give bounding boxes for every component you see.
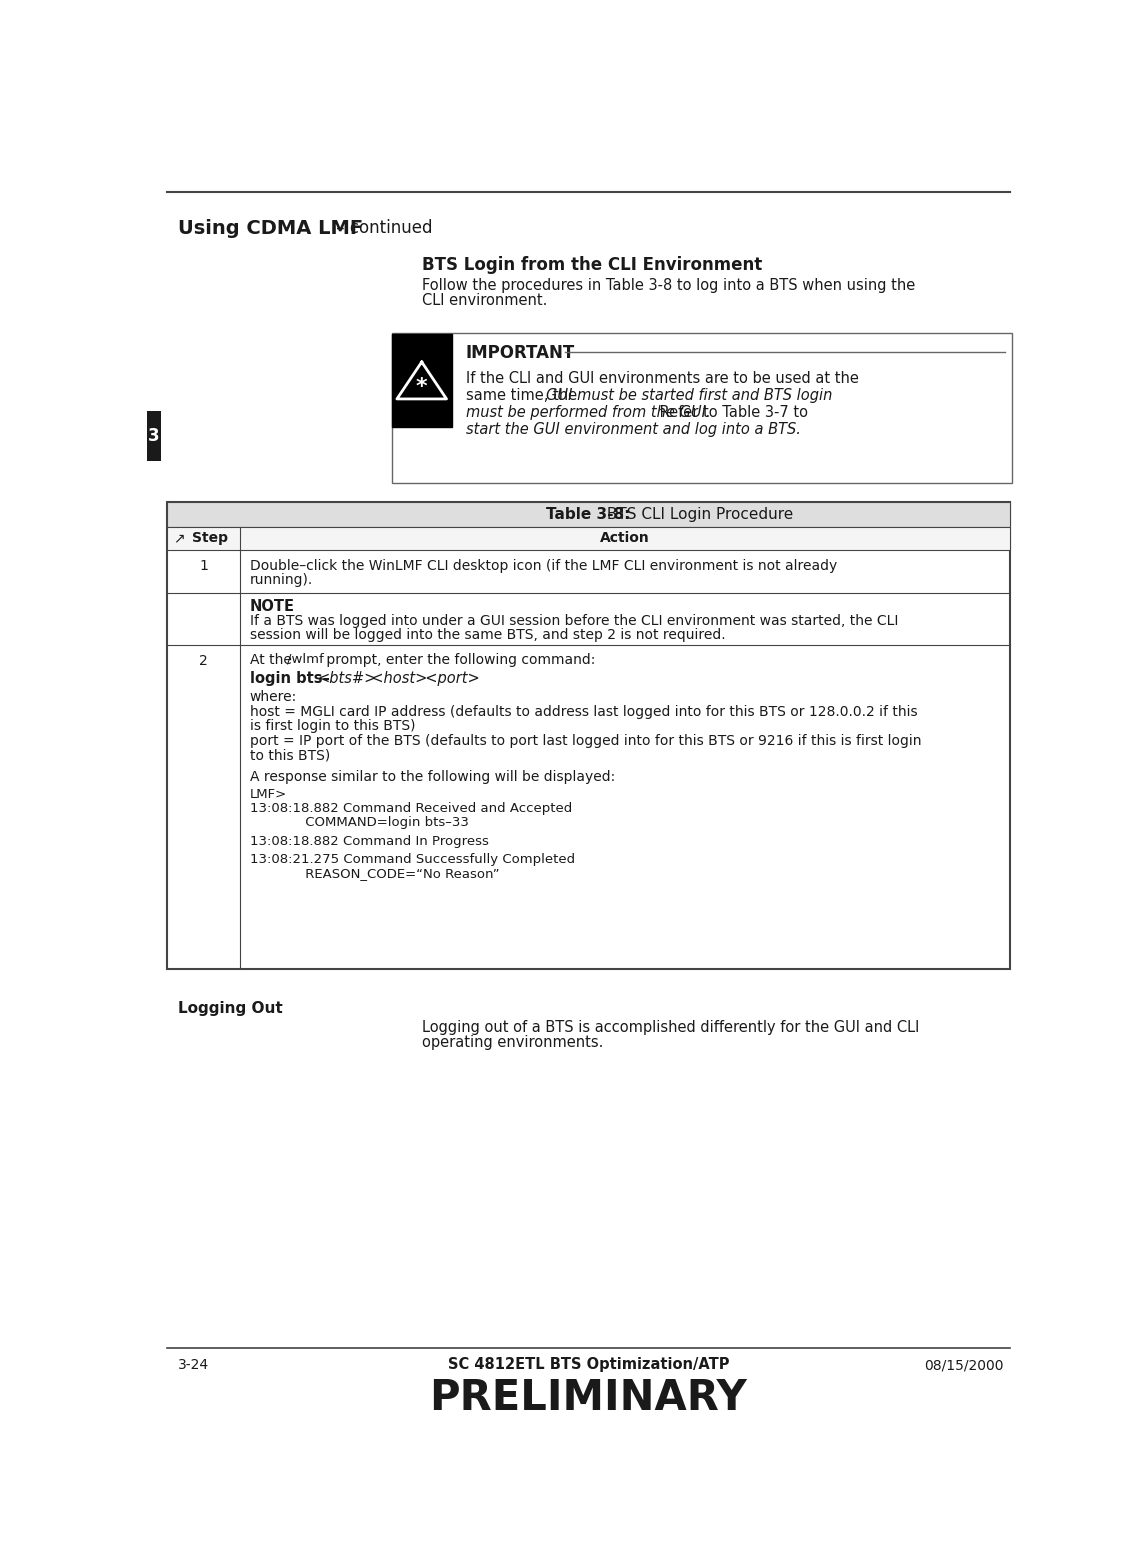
Text: If the CLI and GUI environments are to be used at the: If the CLI and GUI environments are to b… (466, 371, 859, 387)
Text: is first login to this BTS): is first login to this BTS) (249, 718, 416, 732)
Text: Using CDMA LMF: Using CDMA LMF (178, 219, 363, 238)
Bar (166, 502, 1010, 969)
Text: NOTE: NOTE (249, 599, 295, 613)
Text: SC 4812ETL BTS Optimization/ATP: SC 4812ETL BTS Optimization/ATP (448, 1357, 729, 1371)
Text: prompt, enter the following command:: prompt, enter the following command: (321, 653, 595, 667)
Text: Follow the procedures in Table 3-8 to log into a BTS when using the: Follow the procedures in Table 3-8 to lo… (422, 279, 916, 293)
Bar (147, 412, 161, 462)
Text: ↗: ↗ (173, 531, 185, 545)
Text: <bts#>: <bts#> (317, 671, 377, 687)
Text: If a BTS was logged into under a GUI session before the CLI environment was star: If a BTS was logged into under a GUI ses… (249, 615, 898, 629)
Text: session will be logged into the same BTS, and step 2 is not required.: session will be logged into the same BTS… (249, 628, 726, 642)
Text: <port>: <port> (417, 671, 480, 687)
Text: 1: 1 (199, 559, 208, 573)
Text: start the GUI environment and log into a BTS.: start the GUI environment and log into a… (466, 423, 801, 437)
Text: PRELIMINARY: PRELIMINARY (429, 1377, 747, 1419)
Text: LMF>: LMF> (249, 789, 287, 801)
Text: where:: where: (249, 690, 297, 704)
Text: 3: 3 (148, 427, 160, 444)
Text: CLI environment.: CLI environment. (422, 293, 548, 307)
Text: host = MGLI card IP address (defaults to address last logged into for this BTS o: host = MGLI card IP address (defaults to… (249, 706, 917, 720)
Text: Double–click the WinLMF CLI desktop icon (if the LMF CLI environment is not alre: Double–click the WinLMF CLI desktop icon… (249, 559, 837, 573)
Text: same time, the: same time, the (466, 388, 582, 404)
Text: Logging out of a BTS is accomplished differently for the GUI and CLI: Logging out of a BTS is accomplished dif… (422, 1020, 920, 1034)
Text: <host>: <host> (362, 671, 427, 687)
Text: 2: 2 (200, 654, 208, 668)
Text: /wlmf: /wlmf (287, 653, 324, 665)
Text: Action: Action (600, 531, 650, 545)
Bar (391, 332, 1011, 482)
Text: Table 3-8:: Table 3-8: (545, 507, 630, 521)
Text: login bts–: login bts– (249, 671, 329, 687)
Text: REASON_CODE=“No Reason”: REASON_CODE=“No Reason” (249, 867, 499, 880)
Text: IMPORTANT: IMPORTANT (466, 344, 575, 362)
Text: port = IP port of the BTS (defaults to port last logged into for this BTS or 921: port = IP port of the BTS (defaults to p… (249, 734, 921, 748)
Text: must be performed from the GUI.: must be performed from the GUI. (466, 405, 711, 419)
Text: GUI must be started first and BTS login: GUI must be started first and BTS login (545, 388, 832, 404)
Text: 13:08:18.882 Command Received and Accepted: 13:08:18.882 Command Received and Accept… (249, 803, 572, 815)
Text: 3-24: 3-24 (178, 1358, 209, 1373)
Text: Refer to Table 3-7 to: Refer to Table 3-7 to (656, 405, 808, 419)
Text: Step: Step (192, 531, 227, 545)
Text: operating environments.: operating environments. (422, 1034, 604, 1050)
Bar (391, 333, 452, 427)
Text: *: * (416, 377, 427, 398)
Text: 08/15/2000: 08/15/2000 (924, 1358, 1003, 1373)
Text: 13:08:21.275 Command Successfully Completed: 13:08:21.275 Command Successfully Comple… (249, 853, 575, 865)
Bar (166, 502, 1010, 526)
Bar (166, 526, 1010, 549)
Text: COMMAND=login bts–33: COMMAND=login bts–33 (249, 815, 468, 829)
Text: BTS CLI Login Procedure: BTS CLI Login Procedure (603, 507, 793, 521)
Text: running).: running). (249, 573, 313, 587)
Text: 13:08:18.882 Command In Progress: 13:08:18.882 Command In Progress (249, 834, 489, 848)
Text: to this BTS): to this BTS) (249, 748, 329, 762)
Text: A response similar to the following will be displayed:: A response similar to the following will… (249, 770, 615, 784)
Text: BTS Login from the CLI Environment: BTS Login from the CLI Environment (422, 255, 762, 274)
Text: – continued: – continued (331, 219, 433, 236)
Text: At the: At the (249, 653, 296, 667)
Text: Logging Out: Logging Out (178, 1002, 282, 1016)
